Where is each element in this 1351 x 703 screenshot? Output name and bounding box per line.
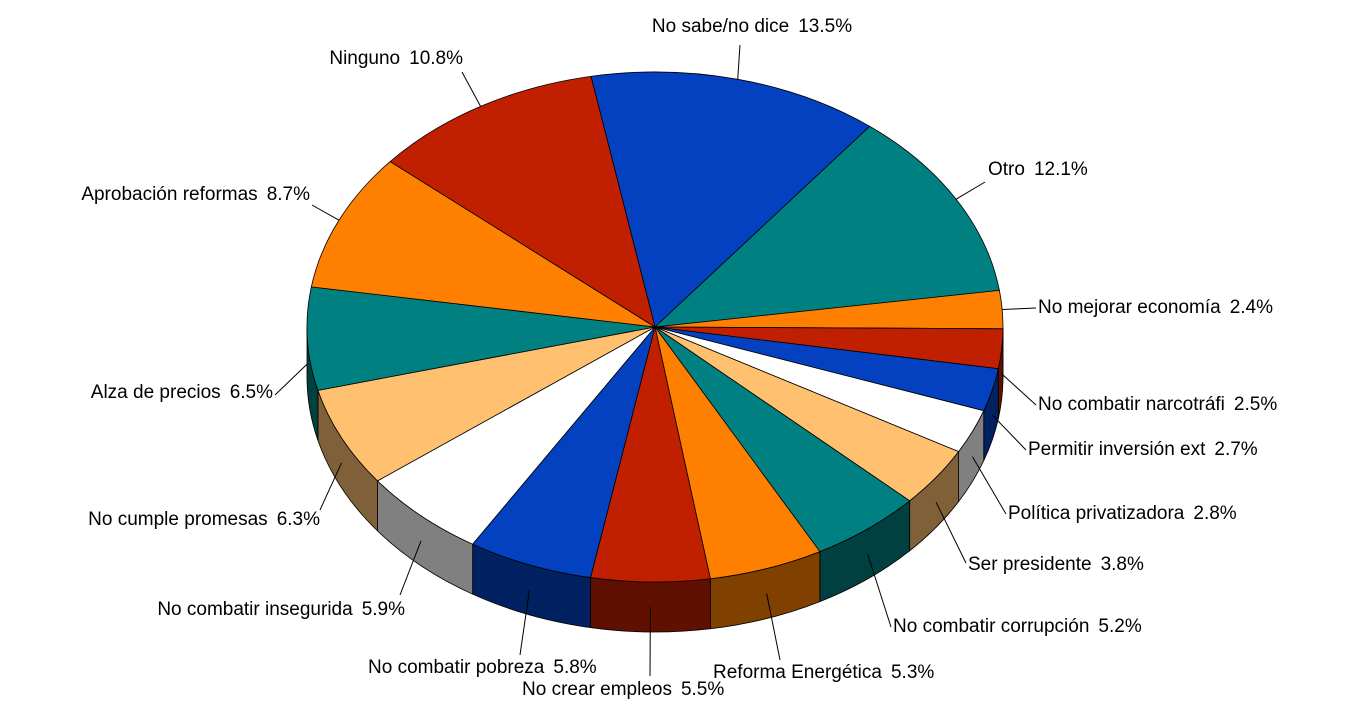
slice — [310, 161, 656, 328]
category-label: No combatir narcotráfi — [1038, 394, 1225, 415]
slice-label: Reforma Energética 5.3% — [713, 662, 934, 683]
value-label: 5.8% — [553, 657, 596, 678]
category-label: Reforma Energética — [713, 662, 882, 683]
category-label: Alza de precios — [91, 382, 221, 403]
leader-line — [274, 363, 308, 396]
slice-label: No mejorar economía 2.4% — [1038, 297, 1273, 318]
value-label: 13.5% — [798, 16, 852, 37]
value-label: 3.8% — [1101, 554, 1144, 575]
slice-label: Política privatizadora 2.8% — [1008, 503, 1237, 524]
value-label: 5.3% — [891, 662, 934, 683]
value-label: 5.5% — [681, 679, 724, 700]
slice-label: No cumple promesas 6.3% — [88, 509, 320, 530]
leader-line — [935, 502, 967, 564]
slice-label: Aprobación reformas 8.7% — [81, 184, 310, 205]
category-label: Ninguno — [329, 48, 400, 69]
slice-label: No combatir narcotráfi 2.5% — [1038, 394, 1277, 415]
category-label: Política privatizadora — [1008, 503, 1185, 524]
slice-label: Ser presidente 3.8% — [968, 554, 1144, 575]
category-label: Aprobación reformas — [81, 184, 257, 205]
category-label: No combatir insegurida — [157, 599, 353, 620]
slice — [317, 326, 656, 482]
leader-line — [971, 456, 1007, 515]
slice-label: No sabe/no dice 13.5% — [652, 16, 852, 37]
leader-line — [461, 71, 482, 107]
slice-label: No combatir corrupción 5.2% — [893, 616, 1142, 637]
category-label: No cumple promesas — [88, 509, 268, 530]
leader-line — [519, 589, 530, 656]
slice-label: No combatir insegurida 5.9% — [157, 599, 405, 620]
leader-line — [1001, 373, 1037, 406]
value-label: 2.4% — [1230, 297, 1273, 318]
slice-label: Permitir inversión ext 2.7% — [1028, 439, 1258, 460]
value-label: 6.3% — [277, 509, 320, 530]
category-label: No sabe/no dice — [652, 16, 789, 37]
value-label: 12.1% — [1034, 159, 1088, 180]
category-label: Ser presidente — [968, 554, 1092, 575]
category-label: No combatir pobreza — [368, 657, 545, 678]
category-label: No mejorar economía — [1038, 297, 1221, 318]
leader-line — [737, 44, 741, 80]
leader-line — [319, 462, 343, 511]
value-label: 2.8% — [1193, 503, 1236, 524]
value-label: 2.5% — [1234, 394, 1277, 415]
slice-label: Ninguno 10.8% — [329, 48, 463, 69]
category-label: Otro — [988, 159, 1025, 180]
slice — [376, 326, 656, 545]
leader-line — [1002, 307, 1037, 311]
value-label: 6.5% — [230, 382, 273, 403]
slice-label: No crear empleos 5.5% — [522, 679, 724, 700]
value-label: 5.2% — [1098, 616, 1141, 637]
slice — [306, 286, 656, 391]
leader-line — [399, 540, 422, 596]
leader-line — [955, 181, 986, 200]
leader-line — [311, 204, 340, 221]
value-label: 5.9% — [362, 599, 405, 620]
slice-label: Alza de precios 6.5% — [91, 382, 273, 403]
leader-line — [867, 553, 892, 628]
value-label: 2.7% — [1214, 439, 1257, 460]
category-label: No combatir corrupción — [893, 616, 1089, 637]
value-label: 8.7% — [267, 184, 310, 205]
slice — [471, 326, 656, 579]
leader-line — [991, 414, 1027, 451]
leader-line — [766, 593, 781, 661]
category-label: No crear empleos — [522, 679, 672, 700]
value-label: 10.8% — [409, 48, 463, 69]
category-label: Permitir inversión ext — [1028, 439, 1206, 460]
slice-label: No combatir pobreza 5.8% — [368, 657, 597, 678]
slice-label: Otro 12.1% — [988, 159, 1088, 180]
